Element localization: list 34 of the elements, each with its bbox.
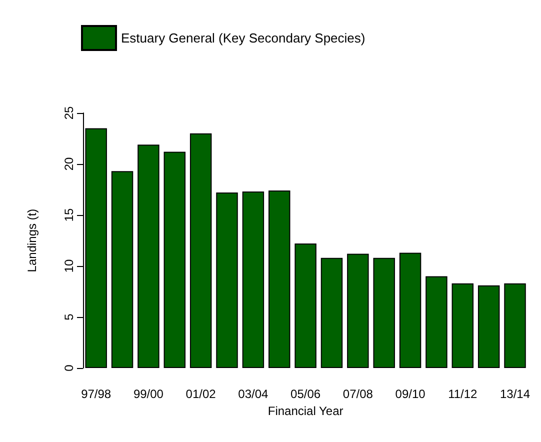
bar <box>373 258 395 368</box>
y-tick-label: 15 <box>62 208 76 222</box>
y-tick-label: 5 <box>62 313 76 320</box>
y-axis-title: Landings (t) <box>25 208 39 272</box>
x-tick-label: 09/10 <box>395 387 426 401</box>
bar <box>138 144 160 368</box>
bar <box>504 283 526 368</box>
bar <box>111 171 134 368</box>
legend-label: Estuary General (Key Secondary Species) <box>121 30 366 46</box>
x-tick-label: 99/00 <box>133 387 164 401</box>
x-tick-label: 11/12 <box>448 387 478 401</box>
bar <box>452 283 474 368</box>
y-tick-label: 0 <box>62 364 76 372</box>
bar <box>268 190 290 368</box>
bar <box>426 276 448 368</box>
x-tick-label: 97/98 <box>81 387 112 401</box>
bar <box>242 192 264 368</box>
bar <box>347 254 369 368</box>
y-tick-label: 20 <box>62 157 76 171</box>
bar <box>164 152 186 368</box>
bar <box>320 258 343 368</box>
x-tick-label: 13/14 <box>500 387 530 401</box>
y-tick-label: 25 <box>62 106 76 120</box>
bar <box>399 252 422 368</box>
bar <box>478 285 500 368</box>
bar <box>294 244 316 368</box>
x-tick-label: 05/06 <box>290 387 321 401</box>
x-tick-label: 03/04 <box>238 387 269 401</box>
y-tick-label: 10 <box>62 259 76 273</box>
x-tick-label: 01/02 <box>186 387 216 401</box>
x-tick-label: 07/08 <box>342 387 374 401</box>
x-axis-title: Financial Year <box>268 404 344 418</box>
bar <box>216 192 238 368</box>
bar <box>190 133 212 368</box>
